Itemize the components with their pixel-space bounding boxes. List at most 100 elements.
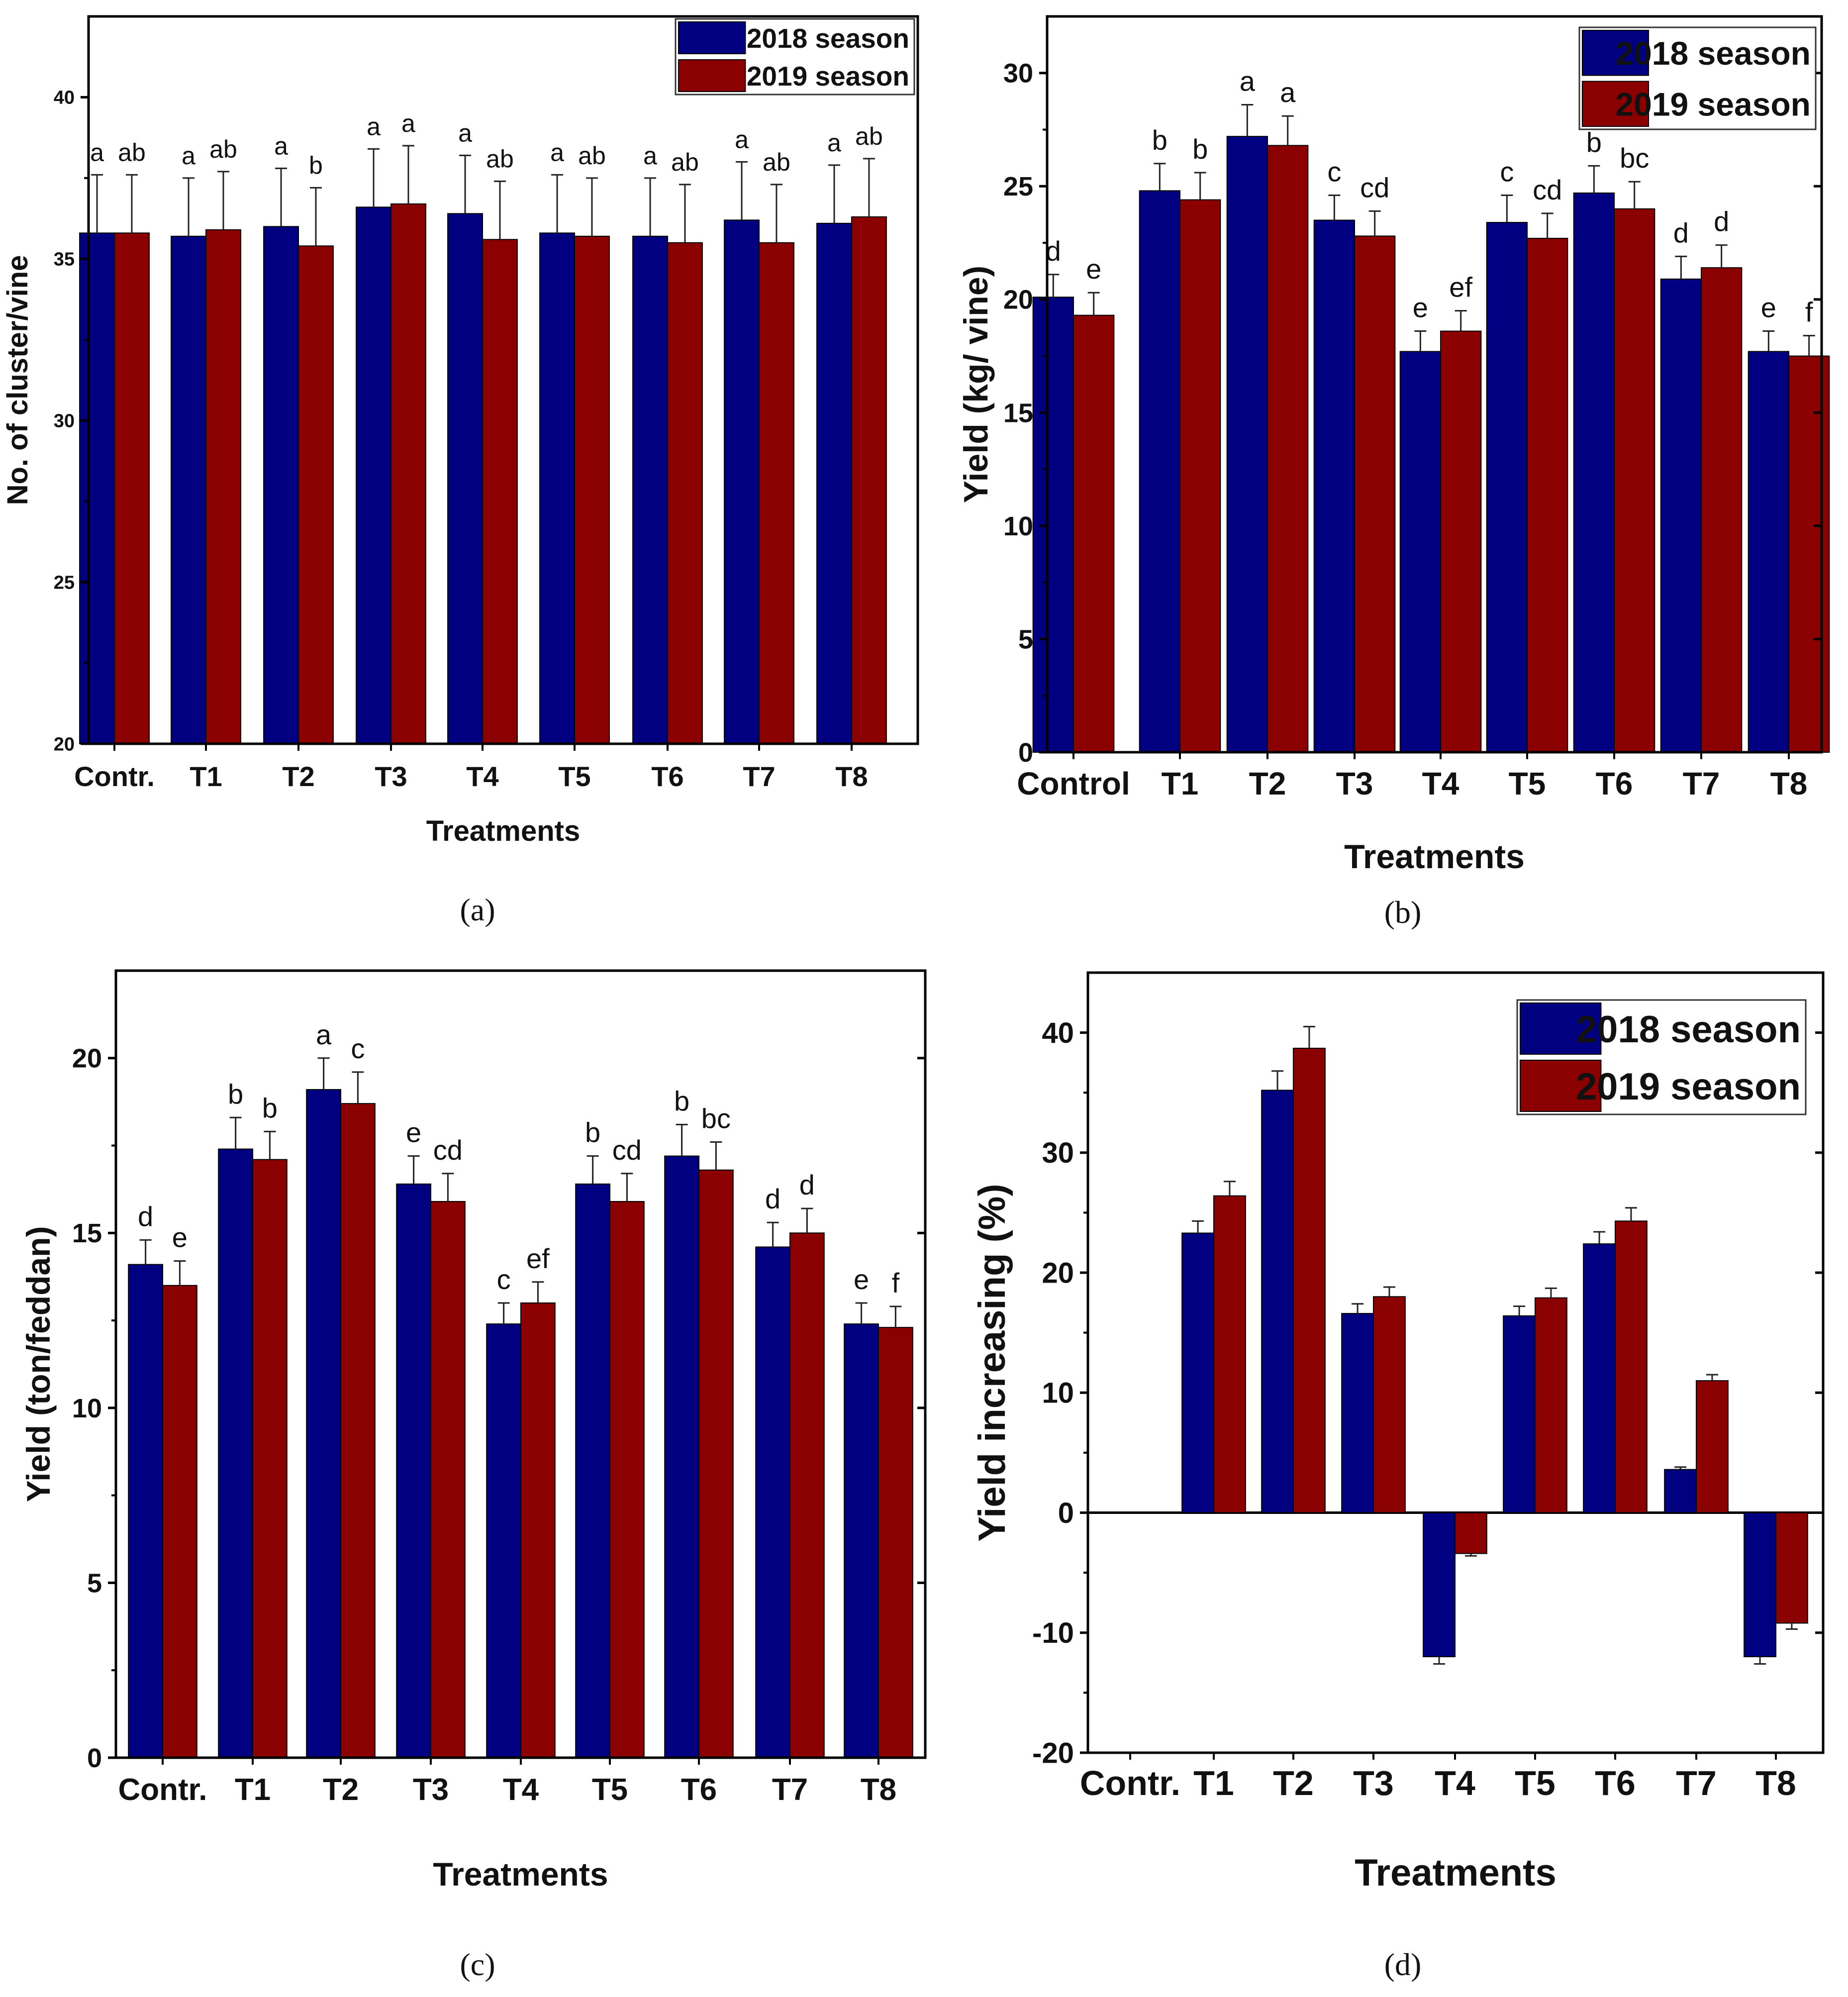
error-bar-d-1-8 <box>1785 1623 1798 1630</box>
bar-c-2019-T6 <box>698 1169 734 1759</box>
error-bar-b-1-0 <box>1087 292 1100 315</box>
y-tick-label: 0 <box>1058 1497 1074 1529</box>
legend-swatch-1 <box>1520 1060 1602 1112</box>
bar-b-2019-T1 <box>1179 199 1221 753</box>
bar-d-2019-T3 <box>1373 1296 1406 1513</box>
bar-a-2018-T6 <box>632 235 668 744</box>
significance-letter-a-0-3: a <box>367 112 381 140</box>
x-tick-label-T1: T1 <box>235 1773 271 1807</box>
significance-letter-a-0-6: a <box>643 142 657 170</box>
bar-c-2018-T5 <box>575 1183 610 1758</box>
bar-a-2018-T2 <box>263 226 299 744</box>
bar-c-2019-T1 <box>252 1159 288 1758</box>
bar-d-2019-T2 <box>1293 1047 1326 1513</box>
error-bar-c-0-7 <box>767 1221 779 1247</box>
axes-frame <box>87 15 919 745</box>
x-tick-label-T8: T8 <box>1755 1764 1796 1802</box>
y-tick-label: 10 <box>72 1394 102 1423</box>
error-bar-c-1-6 <box>710 1141 722 1170</box>
significance-letter-c-1-8: f <box>892 1267 900 1298</box>
bar-d-2019-T5 <box>1535 1297 1567 1513</box>
error-bar-c-1-3 <box>442 1173 454 1202</box>
significance-letter-c-0-7: d <box>765 1183 780 1214</box>
significance-letter-c-1-7: d <box>799 1169 815 1200</box>
bar-a-2019-T2 <box>298 245 334 744</box>
x-axis-title: Treatments <box>426 815 580 847</box>
legend-a: 2018 season 2019 season <box>675 18 915 96</box>
x-tick-label-T1: T1 <box>1193 1764 1234 1802</box>
error-bar-a-0-5 <box>551 174 564 233</box>
bar-c-2019-T5 <box>609 1201 645 1758</box>
significance-letter-c-1-4: ef <box>526 1243 550 1274</box>
y-tick-label: 20 <box>72 1044 102 1074</box>
significance-letter-b-0-6: b <box>1586 126 1602 158</box>
significance-letter-b-0-1: b <box>1152 124 1167 156</box>
bar-b-2018-T4 <box>1399 351 1441 753</box>
bar-c-2019-T2 <box>340 1103 376 1758</box>
error-bar-b-1-2 <box>1281 115 1294 146</box>
chart-panel-d: -20 -10 0 10 20 30 40 Contr. T1 T2 T3 T4 T5 T6 T7 T8 Tre… <box>971 971 1825 1982</box>
bar-a-2018-Contr. <box>79 232 115 745</box>
legend-d: 2018 season 2019 season <box>1516 999 1807 1115</box>
significance-letter-c-1-1: b <box>262 1092 278 1123</box>
x-tick-label-T6: T6 <box>681 1773 717 1807</box>
legend-swatch-1 <box>678 59 746 92</box>
error-bar-a-1-6 <box>679 184 691 243</box>
y-tick-label: -10 <box>1032 1617 1074 1649</box>
significance-letter-b-0-8: e <box>1761 292 1776 323</box>
bar-a-2019-T8 <box>851 216 887 745</box>
error-bar-d-1-4 <box>1464 1553 1477 1557</box>
error-bar-c-1-2 <box>352 1071 364 1104</box>
bar-b-2019-T7 <box>1701 267 1743 753</box>
x-tick-label-T6: T6 <box>651 761 683 792</box>
bar-a-2019-T5 <box>574 235 610 744</box>
x-tick-label-T3: T3 <box>375 761 407 792</box>
y-tick-label: 30 <box>1042 1137 1074 1169</box>
significance-letter-c-1-0: e <box>172 1222 188 1253</box>
significance-letter-b-1-7: d <box>1714 206 1729 237</box>
bar-c-2018-T3 <box>396 1183 431 1758</box>
panel-caption-c: (c) <box>460 1947 495 1982</box>
error-bar-b-0-8 <box>1762 330 1775 352</box>
error-bar-b-0-2 <box>1241 103 1254 137</box>
significance-letter-c-0-5: b <box>585 1117 600 1148</box>
error-bar-c-0-4 <box>497 1302 510 1324</box>
x-tick-label-T8: T8 <box>1770 766 1808 801</box>
significance-letter-a-0-2: a <box>274 132 288 160</box>
bar-d-2019-T6 <box>1615 1220 1648 1513</box>
bar-b-2018-T5 <box>1486 222 1528 753</box>
x-tick-label-T4: T4 <box>1435 1764 1475 1802</box>
bar-a-2018-T8 <box>816 222 852 744</box>
bar-c-2018-T6 <box>664 1155 699 1758</box>
error-bar-b-0-5 <box>1501 195 1513 223</box>
error-bar-b-0-6 <box>1588 165 1600 193</box>
x-tick-label-T7: T7 <box>1676 1764 1717 1802</box>
error-bar-a-0-2 <box>275 167 288 227</box>
panel-caption-b: (b) <box>1384 895 1422 930</box>
error-bar-b-1-1 <box>1194 172 1206 200</box>
x-tick-label-T6: T6 <box>1595 1764 1636 1802</box>
legend-swatch-0 <box>678 21 746 54</box>
bar-b-2018-T3 <box>1313 219 1355 753</box>
error-bar-a-0-1 <box>183 177 195 236</box>
y-tick-label: 0 <box>1018 738 1033 768</box>
bar-d-2018-T5 <box>1503 1315 1536 1513</box>
bar-a-2018-T3 <box>356 206 392 744</box>
y-tick-label: 20 <box>1003 285 1033 315</box>
bar-b-2019-T5 <box>1527 237 1568 753</box>
significance-letter-c-1-2: c <box>351 1033 365 1064</box>
error-bar-d-1-1 <box>1223 1181 1236 1196</box>
bar-b-2019-Control <box>1073 314 1115 753</box>
significance-letter-a-1-8: ab <box>855 122 883 150</box>
significance-letter-b-0-7: d <box>1673 217 1689 248</box>
x-tick-label-T2: T2 <box>282 761 314 792</box>
bar-a-2018-T4 <box>447 213 484 744</box>
axes-frame <box>1046 15 1823 754</box>
x-tick-label-T3: T3 <box>413 1773 449 1807</box>
bar-b-2019-T4 <box>1440 330 1482 753</box>
y-tick-label: 25 <box>54 572 75 593</box>
bar-b-2019-T2 <box>1267 145 1309 753</box>
significance-letter-c-0-8: e <box>854 1264 869 1295</box>
error-bar-d-1-6 <box>1625 1207 1637 1221</box>
